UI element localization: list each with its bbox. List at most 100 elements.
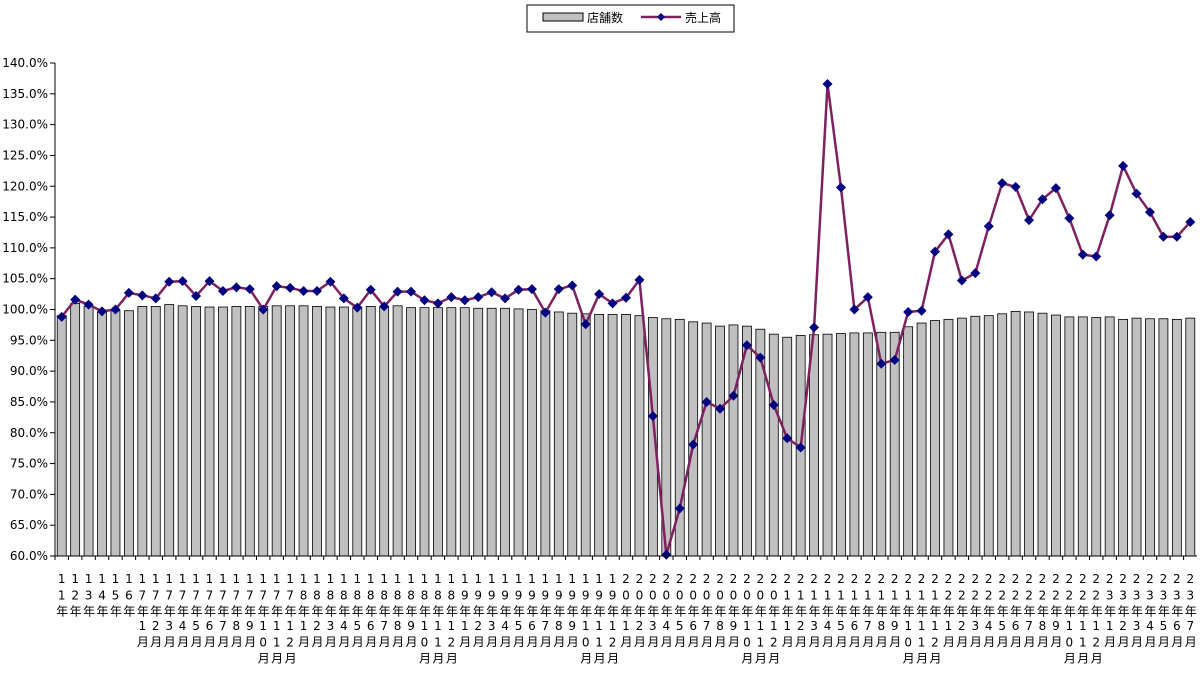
marker [1037, 194, 1048, 205]
bar [634, 315, 645, 557]
marker [755, 352, 766, 363]
bar [822, 333, 833, 557]
y-tick-label: 130.0% [2, 118, 48, 132]
x-tick-label: 20年10月 [740, 572, 754, 666]
marker [298, 286, 309, 297]
marker [419, 295, 430, 306]
x-tick-label: 22年11月 [1076, 572, 1090, 666]
y-tick-label: 115.0% [2, 210, 48, 224]
marker [231, 282, 242, 293]
x-tick-label: 17年9月 [243, 572, 257, 650]
marker [1185, 216, 1196, 227]
x-tick-label: 22年12月 [1089, 572, 1103, 666]
x-tick-label: 18年9月 [404, 572, 418, 650]
bar [352, 306, 363, 557]
marker [500, 293, 511, 304]
y-tick-label: 75.0% [10, 457, 48, 471]
x-tick-label: 22年9月 [1049, 572, 1063, 650]
legend-label: 売上高 [685, 10, 721, 25]
marker [540, 307, 551, 318]
x-tick-label: 22年3月 [968, 572, 982, 650]
bar [271, 305, 282, 557]
marker [217, 286, 228, 297]
bar [701, 322, 712, 557]
marker [983, 221, 994, 232]
marker [862, 292, 873, 303]
bar [204, 306, 215, 557]
marker [271, 281, 282, 292]
marker [526, 284, 537, 295]
bar [930, 320, 940, 557]
x-tick-label: 17年10月 [256, 572, 270, 666]
y-tick-label: 135.0% [2, 87, 48, 101]
x-tick-label: 17年3月 [162, 572, 176, 650]
marker [809, 322, 820, 333]
marker [553, 284, 564, 295]
x-tick-label: 12年 [68, 572, 82, 619]
x-tick-label: 21年11月 [915, 572, 929, 666]
bar [782, 336, 793, 557]
x-tick-label: 14年 [95, 572, 109, 619]
bar [244, 306, 255, 557]
x-tick-label: 19年8月 [552, 572, 566, 650]
x-tick-label: 20年6月 [686, 572, 700, 650]
x-tick-label: 20年2月 [632, 572, 646, 650]
bar [1051, 314, 1061, 557]
y-tick-label: 100.0% [2, 303, 48, 317]
bar [218, 306, 228, 557]
marker [674, 503, 685, 514]
x-tick-label: 17年8月 [229, 572, 243, 650]
bar [1185, 317, 1196, 557]
x-tick-label: 15年 [108, 572, 122, 619]
bar [110, 310, 121, 557]
marker [513, 284, 524, 295]
marker [97, 306, 108, 317]
bar [258, 306, 269, 557]
x-tick-label: 17年2月 [149, 572, 163, 650]
bar [285, 305, 296, 557]
marker [244, 284, 255, 295]
x-tick-label: 22年5月 [995, 572, 1009, 650]
bar [191, 306, 201, 557]
x-tick-label: 21年6月 [847, 572, 861, 650]
x-tick-label: 19年10月 [579, 572, 593, 666]
bar [97, 312, 107, 557]
bar [1010, 310, 1021, 557]
x-tick-label: 20年11月 [753, 572, 767, 666]
bar [177, 305, 188, 557]
marker [177, 276, 188, 287]
bar [607, 314, 618, 557]
bar [809, 334, 819, 557]
x-tick-label: 18年4月 [337, 572, 351, 650]
x-tick-label: 23年4月 [1143, 572, 1157, 650]
x-tick-label: 18年8月 [391, 572, 405, 650]
x-tick-label: 19年5月 [512, 572, 526, 650]
x-tick-label: 22年1月 [941, 572, 955, 650]
marker [795, 442, 806, 453]
x-tick-label: 18年10月 [417, 572, 431, 666]
y-tick-label: 65.0% [10, 518, 48, 532]
marker [83, 299, 94, 310]
x-tick-label: 22年10月 [1062, 572, 1076, 666]
bar [379, 306, 390, 557]
legend-label: 店舗数 [587, 10, 623, 25]
marker [1118, 160, 1129, 171]
x-tick-label: 23年3月 [1130, 572, 1144, 650]
bar [755, 328, 766, 557]
x-tick-label: 22年4月 [982, 572, 996, 650]
bar [540, 310, 551, 557]
marker [137, 290, 148, 301]
bar [768, 333, 779, 557]
x-tick-label: 17年12月 [283, 572, 297, 666]
x-tick-label: 18年6月 [364, 572, 378, 650]
bar [231, 306, 242, 557]
legend-swatch [542, 12, 584, 22]
marker [392, 286, 403, 297]
marker [1131, 188, 1142, 199]
x-tick-label: 21年1月 [780, 572, 794, 650]
x-tick-label: 22年7月 [1022, 572, 1036, 650]
marker [889, 355, 900, 366]
bar [137, 306, 148, 557]
bar [459, 307, 470, 557]
